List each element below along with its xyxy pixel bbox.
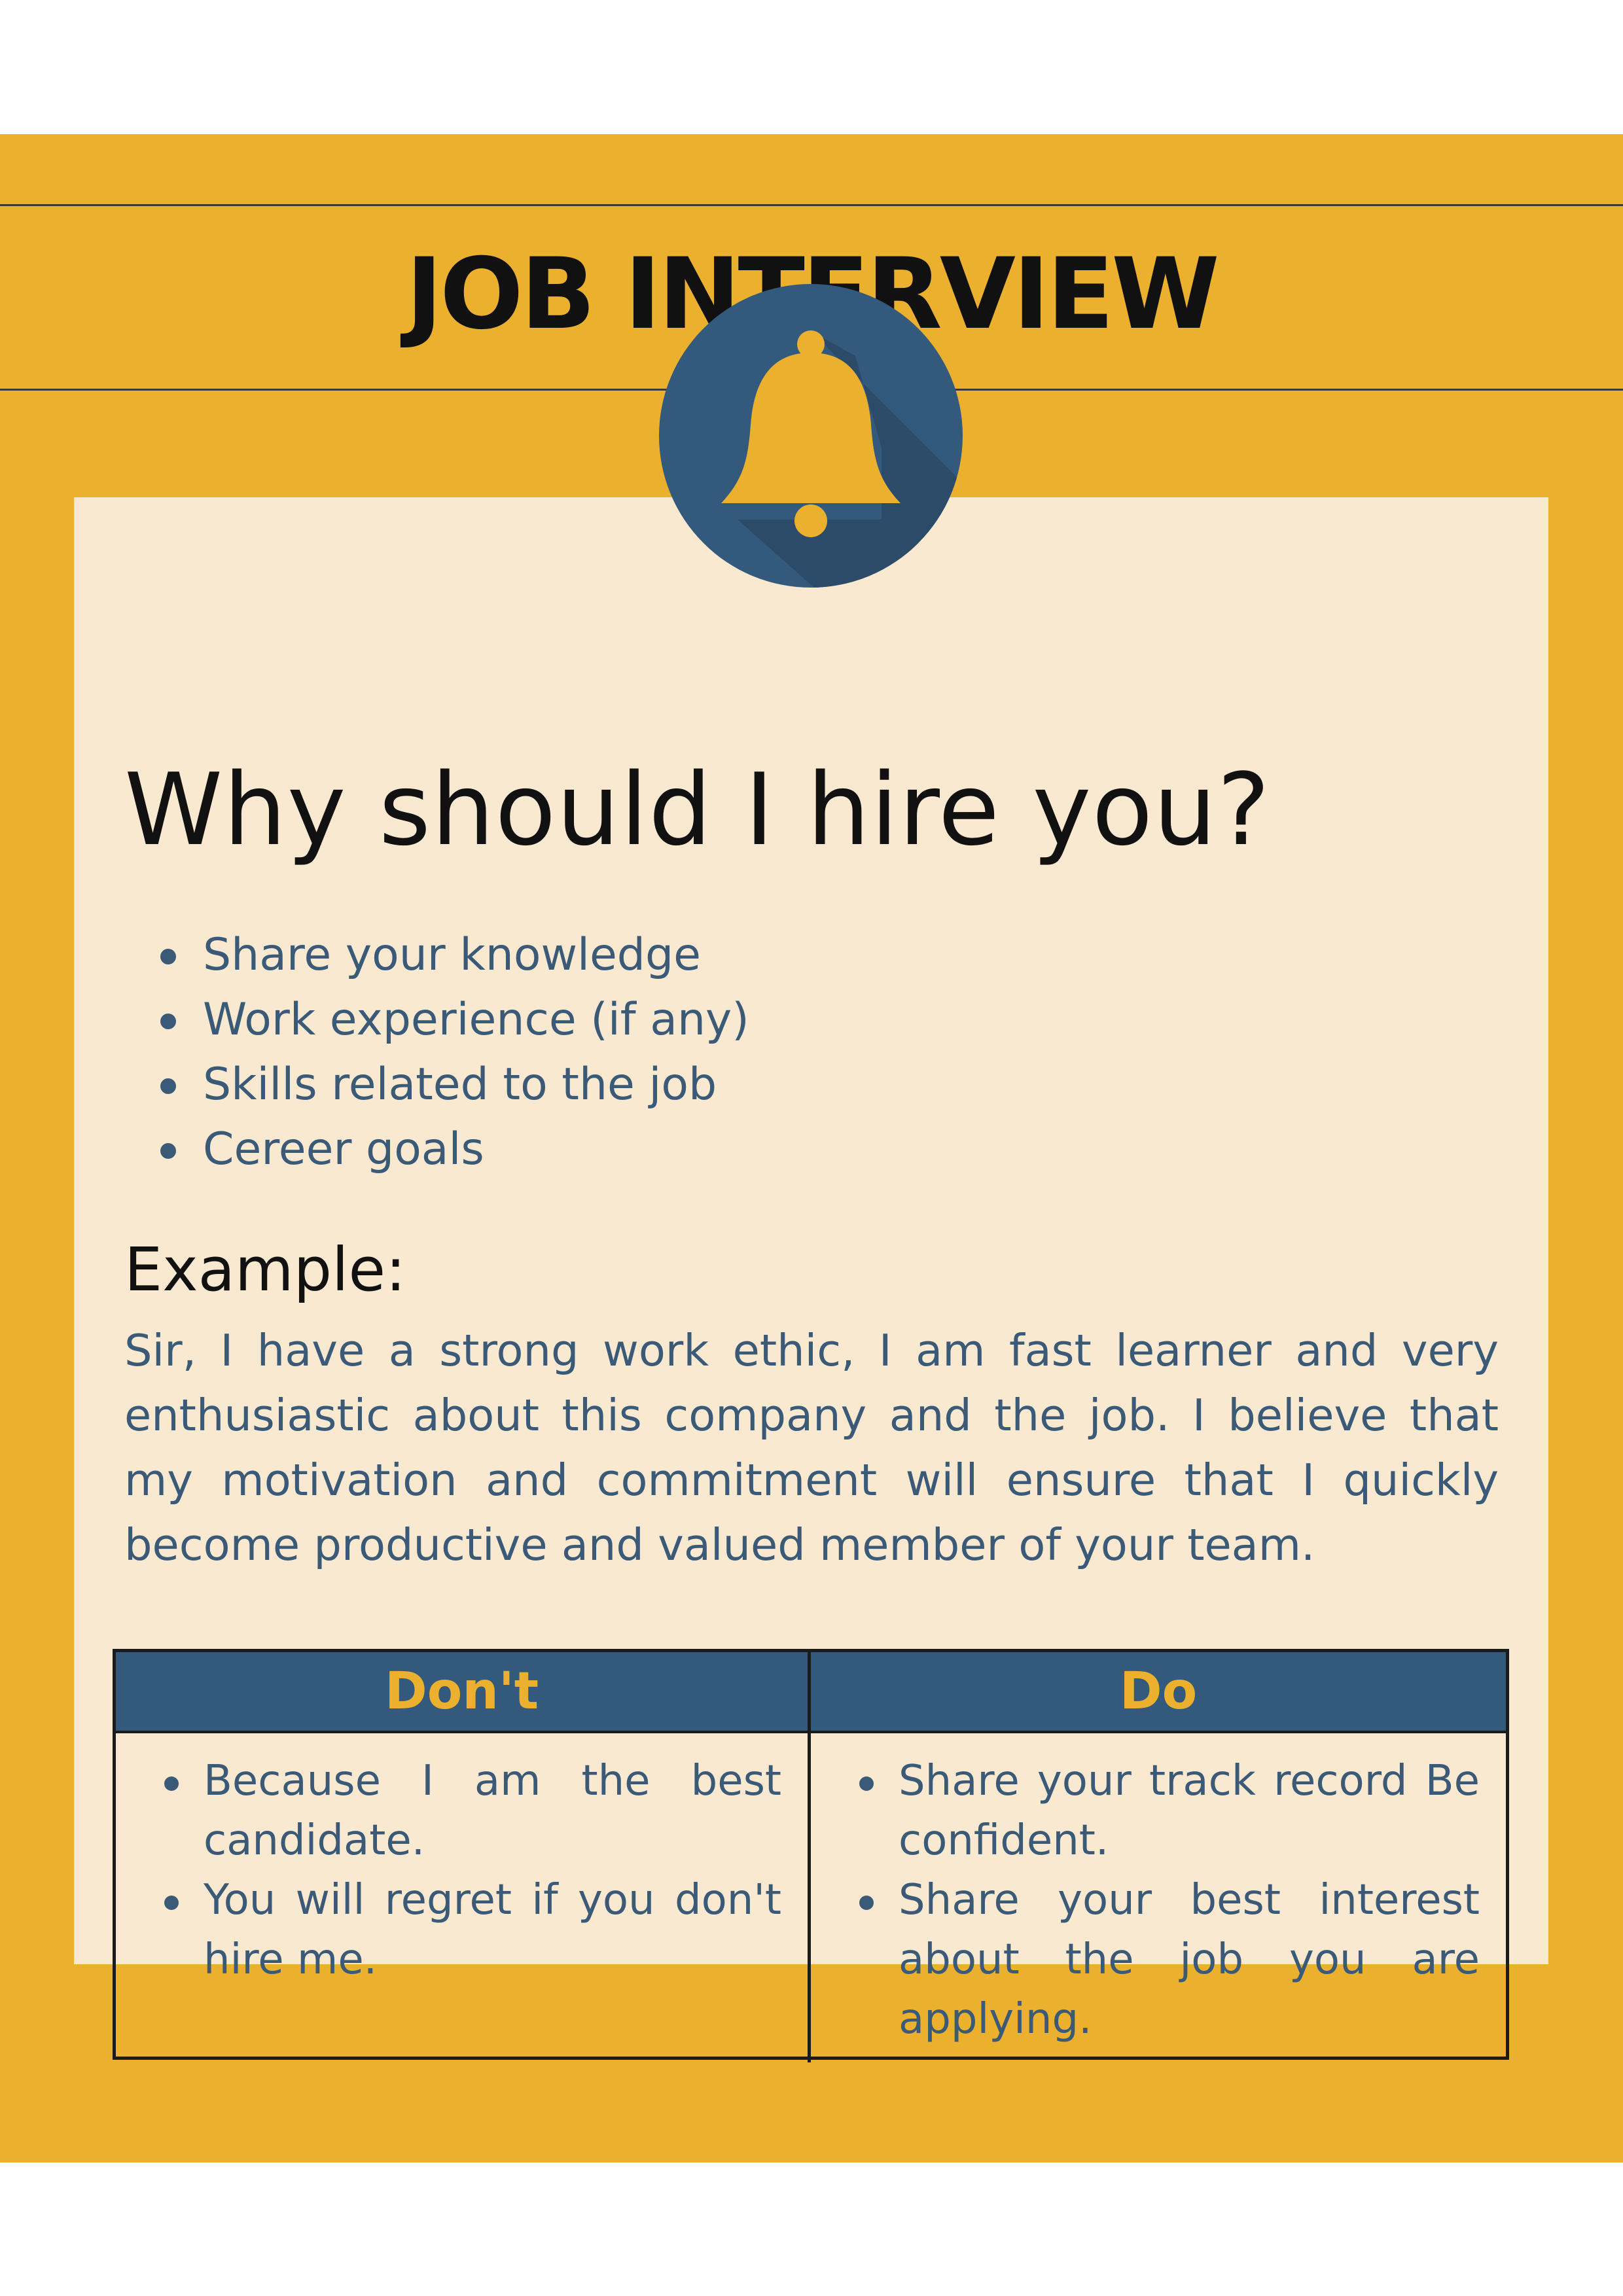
do-header: Do bbox=[811, 1652, 1506, 1733]
dont-cell: Because I am the best candidate. You wil… bbox=[116, 1733, 811, 2062]
dont-list: Because I am the best candidate. You wil… bbox=[162, 1752, 781, 1990]
tip-item: Cereer goals bbox=[154, 1117, 749, 1182]
do-cell: Share your track record Be confident. Sh… bbox=[811, 1733, 1506, 2062]
dont-item: Because I am the best candidate. bbox=[162, 1752, 781, 1871]
dont-header: Don't bbox=[116, 1652, 811, 1733]
tip-item: Share your knowledge bbox=[154, 923, 749, 987]
bell-badge bbox=[659, 284, 963, 588]
dont-do-table: Don't Do Because I am the best candidate… bbox=[113, 1649, 1509, 2062]
do-item: Share your track record Be confident. bbox=[857, 1752, 1480, 1871]
question-heading: Why should I hire you? bbox=[124, 752, 1271, 868]
do-list: Share your track record Be confident. Sh… bbox=[857, 1752, 1480, 2049]
example-text: Sir, I have a strong work ethic, I am fa… bbox=[124, 1325, 1499, 1570]
dont-item: You will regret if you don't hire me. bbox=[162, 1871, 781, 1990]
tips-list: Share your knowledge Work experience (if… bbox=[154, 923, 749, 1182]
tip-item: Skills related to the job bbox=[154, 1052, 749, 1117]
tip-item: Work experience (if any) bbox=[154, 987, 749, 1052]
example-label: Example: bbox=[124, 1235, 406, 1305]
bell-icon bbox=[659, 284, 963, 588]
do-item: Share your best interest about the job y… bbox=[857, 1871, 1480, 2049]
